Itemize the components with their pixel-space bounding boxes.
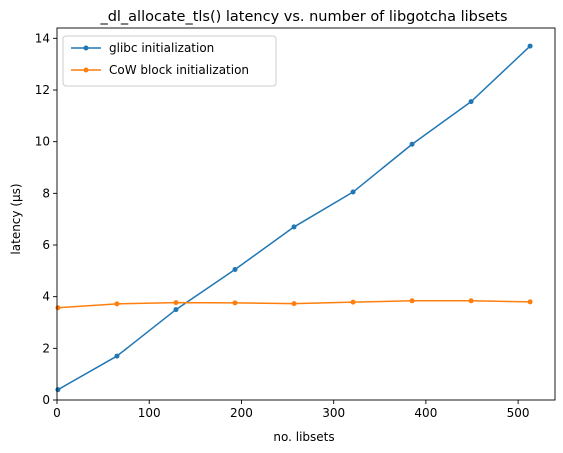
data-point-0-0 [55, 387, 61, 393]
legend: glibc initialization CoW block initializ… [62, 35, 277, 87]
data-point-1-8 [527, 299, 533, 305]
y-tick-label-7: 14 [35, 31, 50, 45]
chart-title: _dl_allocate_tls() latency vs. number of… [99, 9, 507, 25]
data-point-0-6 [409, 141, 415, 147]
data-point-1-7 [468, 298, 474, 304]
data-point-0-7 [468, 99, 474, 105]
data-point-0-4 [291, 224, 297, 230]
data-point-0-3 [232, 267, 238, 273]
data-point-1-3 [232, 300, 238, 306]
x-tick-label-3: 300 [322, 406, 345, 420]
y-tick-label-3: 6 [42, 238, 50, 252]
x-tick-label-1: 100 [138, 406, 161, 420]
x-axis-label: no. libsets [273, 430, 334, 444]
y-tick-label-2: 4 [42, 290, 50, 304]
legend-label-cow: CoW block initialization [109, 63, 249, 77]
y-tick-label-1: 2 [42, 341, 50, 355]
data-point-1-0 [55, 305, 61, 311]
data-point-0-5 [350, 189, 356, 195]
x-tick-label-4: 400 [414, 406, 437, 420]
legend-marker-cow [83, 67, 89, 73]
x-tick-label-0: 0 [53, 406, 61, 420]
x-tick-label-2: 200 [230, 406, 253, 420]
data-point-1-1 [114, 301, 120, 307]
data-point-1-2 [173, 300, 179, 306]
plot-area: 0 100 200 300 400 500 0 2 4 6 8 10 12 14 [35, 27, 556, 420]
y-axis-label: latency (µs) [9, 183, 23, 254]
y-tick-label-5: 10 [35, 135, 50, 149]
y-tick-label-0: 0 [42, 393, 50, 407]
data-point-0-2 [173, 307, 179, 313]
data-point-0-8 [527, 43, 533, 49]
plot-frame [56, 27, 556, 401]
series-line-0 [57, 45, 531, 391]
legend-marker-glibc [83, 45, 89, 51]
data-point-0-1 [114, 353, 120, 359]
y-tick-label-4: 8 [42, 186, 50, 200]
x-tick-label-5: 500 [507, 406, 530, 420]
data-point-1-4 [291, 301, 297, 307]
legend-box [62, 35, 277, 87]
y-tick-label-6: 12 [35, 83, 50, 97]
data-point-1-5 [350, 299, 356, 305]
legend-label-glibc: glibc initialization [109, 41, 214, 55]
data-point-1-6 [409, 298, 415, 304]
